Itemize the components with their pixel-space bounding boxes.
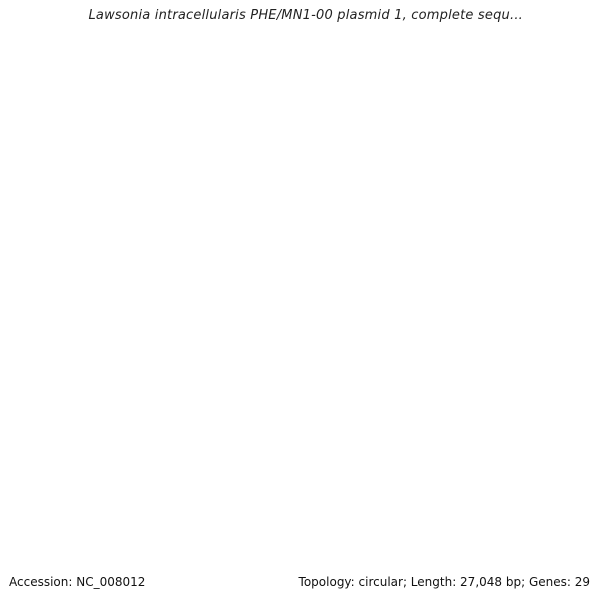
accession-text: Accession: NC_008012 [9, 575, 146, 589]
map-title: Lawsonia intracellularis PHE/MN1-00 plas… [86, 8, 525, 23]
topology-summary: Topology: circular; Length: 27,048 bp; G… [298, 575, 590, 589]
